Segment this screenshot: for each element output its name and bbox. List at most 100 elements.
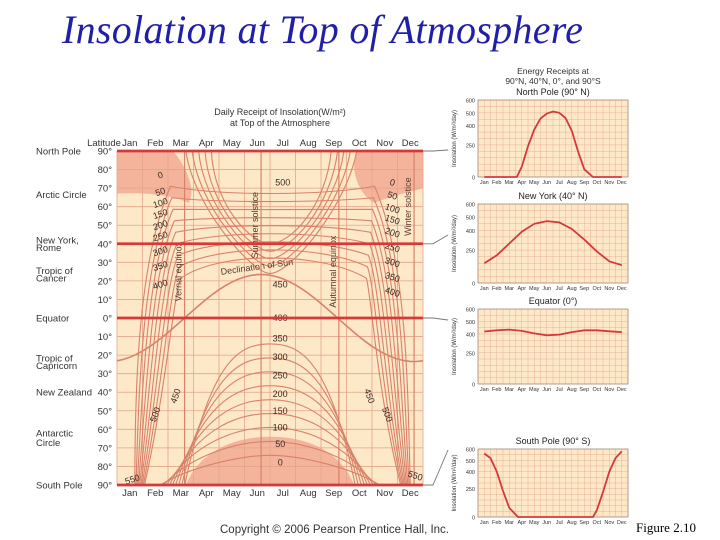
polar-night-north-right [354,151,423,203]
event-line-label: Vernal equinox [174,241,184,301]
contour-value-label: 450 [273,280,288,290]
contour-value-label: 100 [384,201,401,215]
panel-xtick: Sep [579,520,589,526]
latitude-tick-label: 20° [98,351,113,362]
panel-ylabel: Insolation (W/m²/day) [452,318,458,375]
panel-connector [423,449,449,486]
panel-xtick: Dec [617,180,627,186]
panel-xtick: Oct [592,286,601,292]
panel-xtick: May [529,387,540,393]
panel-xtick: Feb [492,387,501,393]
panel-ylabel: Insolation (W/m²/day) [452,215,458,272]
contour-line [175,385,365,486]
contour-value-label: 450 [362,387,377,405]
panels-header-line2: 90°N, 40°N, 0°, and 90°S [505,76,601,86]
panel-ylabel: Insolation (W/m²/day) [452,454,458,511]
month-label-top: Mar [173,138,189,149]
panel-xtick: Jan [480,286,489,292]
panel-xtick: Oct [592,387,601,393]
panel-xtick: Aug [567,180,577,186]
panel-xtick: Jul [556,520,563,526]
region-label: South Pole [36,481,82,492]
contour-value-label: 500 [380,406,395,424]
panel-ytick: 400 [466,124,475,130]
contour-value-label: 0 [278,458,283,468]
contour-line [178,371,362,486]
region-label: Arctic Circle [36,190,87,201]
contour-value-label: 350 [384,270,401,284]
region-label: Tropic of [36,266,73,277]
contour-value-label: 500 [275,178,290,188]
region-label: New York, [36,236,79,247]
contour-value-label: 200 [384,226,401,240]
panel-xtick: Nov [604,520,614,526]
panel-ytick: 500 [466,111,475,117]
panel-xtick: Nov [604,387,614,393]
month-label-top: Dec [402,138,419,149]
contour-value-label: 200 [152,218,169,232]
event-line-label: Autumnal equinox [328,235,338,308]
contour-value-label: 350 [152,259,169,273]
contour-line [166,426,374,486]
panel-xtick: Jun [542,387,551,393]
latitude-tick-label: 50° [98,221,113,232]
month-label-bottom: Jan [122,488,137,499]
panel-ytick: 250 [466,249,475,255]
panel-xtick: Jul [556,387,563,393]
panel-series-line [483,220,623,267]
latitude-tick-label: 90° [98,147,113,158]
panel-ytick: 0 [472,176,475,182]
panel-xtick: Aug [567,520,577,526]
contour-value-label: 0 [156,170,164,181]
contour-line [134,185,411,486]
contour-line [142,249,403,486]
panel-ytick: 600 [466,308,475,314]
latitude-tick-label: 60° [98,425,113,436]
panel-xtick: Oct [592,520,601,526]
latitude-tick-label: 40° [98,388,113,399]
panel-xtick: Sep [579,387,589,393]
latitude-tick-label: 70° [98,184,113,195]
panel-xtick: Nov [604,180,614,186]
latitude-tick-label: 70° [98,443,113,454]
latitude-axis-label: Latitude [87,138,121,149]
panel-ytick: 500 [466,216,475,222]
month-label-top: Aug [300,138,317,149]
panel-xtick: Aug [567,286,577,292]
panel-title: New York (40° N) [518,191,587,201]
contour-line [136,208,409,486]
panel-ytick: 250 [466,143,475,149]
panel-series-line [484,110,622,178]
contour-line [198,150,345,260]
figure-label: Figure 2.10 [636,520,696,535]
panel-xtick: Sep [579,180,589,186]
panel-xtick: Mar [505,387,515,393]
panel-ytick: 0 [472,282,475,288]
panel-title: South Pole (90° S) [516,436,591,446]
panel-ytick: 0 [472,516,475,522]
contour-value-label: 550 [124,472,141,486]
panel-xtick: Mar [505,520,515,526]
contour-value-label: 550 [407,469,424,483]
contour-value-label: 300 [152,244,169,258]
contour-value-label: 250 [273,371,288,381]
panel-xtick: Jan [480,520,489,526]
contour-value-label: 150 [384,213,401,227]
panel-title: Equator (0°) [529,296,578,306]
panel-connector [423,234,449,245]
contour-value-label: 0 [388,177,396,188]
month-label-bottom: May [223,488,241,499]
panel-connector [423,317,449,321]
region-label: Tropic of [36,353,73,364]
contour-line [140,233,405,486]
latitude-tick-label: 80° [98,165,113,176]
contour-line [191,150,351,267]
slide-title: Insolation at Top of Atmosphere [62,7,584,52]
event-line-label: Winter solstice [403,177,413,236]
contour-value-label: 200 [273,389,288,399]
contour-value-label: 100 [152,196,169,210]
region-label: New Zealand [36,388,92,399]
panel-ytick: 600 [466,203,475,209]
polar-night-north-left [117,151,192,203]
